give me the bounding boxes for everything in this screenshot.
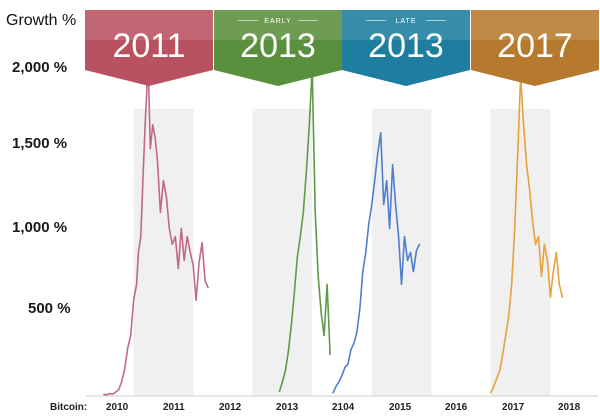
x-tick-label: 2018 [558,402,581,413]
series-line [103,52,209,396]
banner-tag: LATE [396,18,417,25]
banner-highlight [342,10,470,40]
period-banner: EARLY 2013 [214,10,342,86]
banner-year: 2017 [497,27,573,65]
x-tick-label: 2104 [332,402,355,413]
banner-shape [342,10,470,86]
period-banners: 2011 EARLY 2013 LATE 2013 2017 [85,10,599,86]
series-line [332,132,421,394]
series-line [278,68,331,393]
y-axis-title: Growth % [6,12,76,29]
x-tick-label: 2016 [445,402,468,413]
y-tick-label: 1,500 % [12,135,67,152]
year-band [371,108,432,397]
x-tick-label: 2013 [276,402,299,413]
banner-shape [214,10,342,86]
banner-year: 2011 [112,27,185,65]
year-band [490,108,551,397]
banner-shape [471,10,599,86]
x-axis-prefix: Bitcoin: [50,402,87,413]
y-tick-label: 2,000 % [12,59,67,76]
banner-year: 2013 [240,27,316,65]
year-band [252,108,313,397]
chart-series [103,52,564,396]
banner-shape [85,10,213,86]
x-tick-label: 2015 [389,402,412,413]
banner-highlight [471,10,599,40]
banner-highlight [214,10,342,40]
banner-tag: EARLY [264,18,291,25]
period-banner: LATE 2013 [342,10,470,86]
period-banner: 2017 [471,10,599,86]
y-tick-label: 500 % [28,300,71,317]
x-tick-label: 2012 [219,402,242,413]
x-tick-label: 2011 [163,402,185,413]
y-tick-label: 1,000 % [12,219,67,236]
period-banner: 2011 [85,10,213,86]
x-tick-label: 2017 [502,402,525,413]
series-line [489,76,564,394]
x-tick-label: 2010 [106,402,129,413]
year-bands [86,108,598,397]
banner-highlight [85,10,213,40]
banner-year: 2013 [368,27,444,65]
